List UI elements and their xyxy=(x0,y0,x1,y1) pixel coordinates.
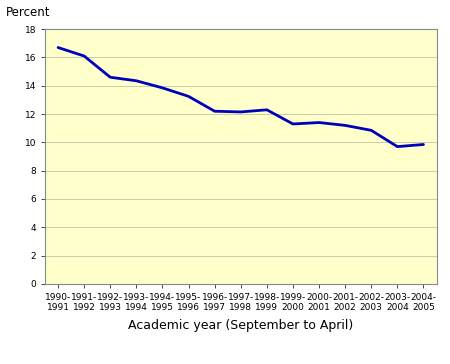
Text: Percent: Percent xyxy=(6,6,50,19)
X-axis label: Academic year (September to April): Academic year (September to April) xyxy=(128,318,353,332)
